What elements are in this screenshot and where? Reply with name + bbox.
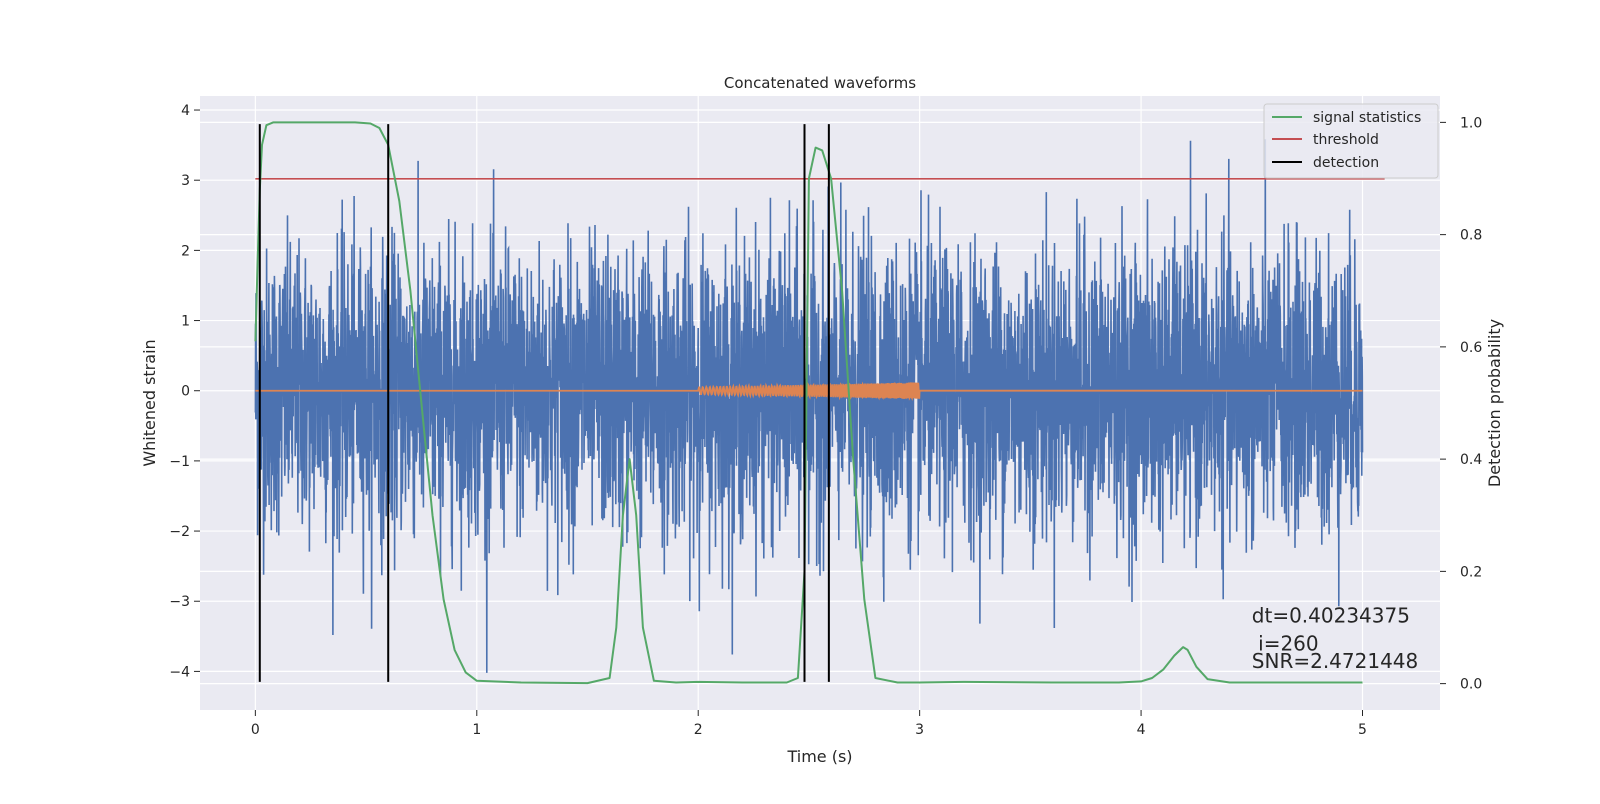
annotation-0-line-1: i=260 — [1252, 631, 1319, 655]
data-layer — [254, 121, 1385, 685]
x-tick-label-0: 0 — [251, 722, 260, 738]
annotation-1: SNR=2.4721448 — [1252, 649, 1418, 673]
x-tick-label-3: 3 — [915, 722, 924, 738]
signal-statistics-line — [254, 121, 1363, 685]
legend-entry-signal-statistics: signal statistics — [1272, 110, 1421, 126]
y-tick-label-8: 4 — [181, 103, 190, 119]
x-axis-label: Time (s) — [786, 747, 852, 766]
y-tick-label-0: −4 — [169, 664, 190, 680]
y-right-tick-label-4: 0.8 — [1460, 228, 1482, 244]
y-right-tick-label-3: 0.6 — [1460, 340, 1482, 356]
legend-entry-detection: detection — [1272, 155, 1379, 171]
x-tick-label-2: 2 — [694, 722, 703, 738]
y-tick-label-2: −2 — [169, 524, 190, 540]
chart-title: Concatenated waveforms — [724, 74, 916, 92]
legend-box — [1263, 103, 1439, 179]
legend: signal statistics threshold detection — [1263, 103, 1439, 179]
x-tick-label-1: 1 — [472, 722, 481, 738]
legend-entry-threshold: threshold — [1272, 132, 1379, 148]
y-tick-label-1: −3 — [169, 594, 190, 610]
y-tick-label-5: 1 — [181, 314, 190, 330]
y-axis-label-right: Detection probability — [1485, 319, 1504, 487]
y-axis-label: Whitened strain — [140, 339, 159, 466]
annotation-0-line-0: dt=0.40234375 — [1252, 603, 1410, 627]
injection-waveform — [255, 381, 1363, 401]
annotation-0: dt=0.40234375 i=260 — [1252, 603, 1410, 655]
x-tick-label-4: 4 — [1137, 722, 1146, 738]
annotation-1-line-0: SNR=2.4721448 — [1252, 649, 1418, 673]
y-tick-label-7: 3 — [181, 173, 190, 189]
legend-label-signal-statistics: signal statistics — [1313, 110, 1421, 126]
y-right-tick-label-0: 0.0 — [1460, 677, 1482, 693]
y-tick-label-4: 0 — [181, 384, 190, 400]
y-tick-label-6: 2 — [181, 243, 190, 259]
y-right-tick-label-1: 0.2 — [1460, 564, 1482, 580]
y-tick-label-3: −1 — [169, 454, 190, 470]
legend-label-detection: detection — [1313, 155, 1379, 171]
axes: 0 1 2 3 4 5 −4 −3 −2 −1 0 1 2 3 4 0.0 0.2 0.4 0.6 0.8 1.0 — [169, 103, 1482, 738]
y-right-tick-label-2: 0.4 — [1460, 452, 1482, 468]
x-tick-label-5: 5 — [1358, 722, 1367, 738]
legend-label-threshold: threshold — [1313, 132, 1379, 148]
y-right-tick-label-5: 1.0 — [1460, 115, 1482, 131]
